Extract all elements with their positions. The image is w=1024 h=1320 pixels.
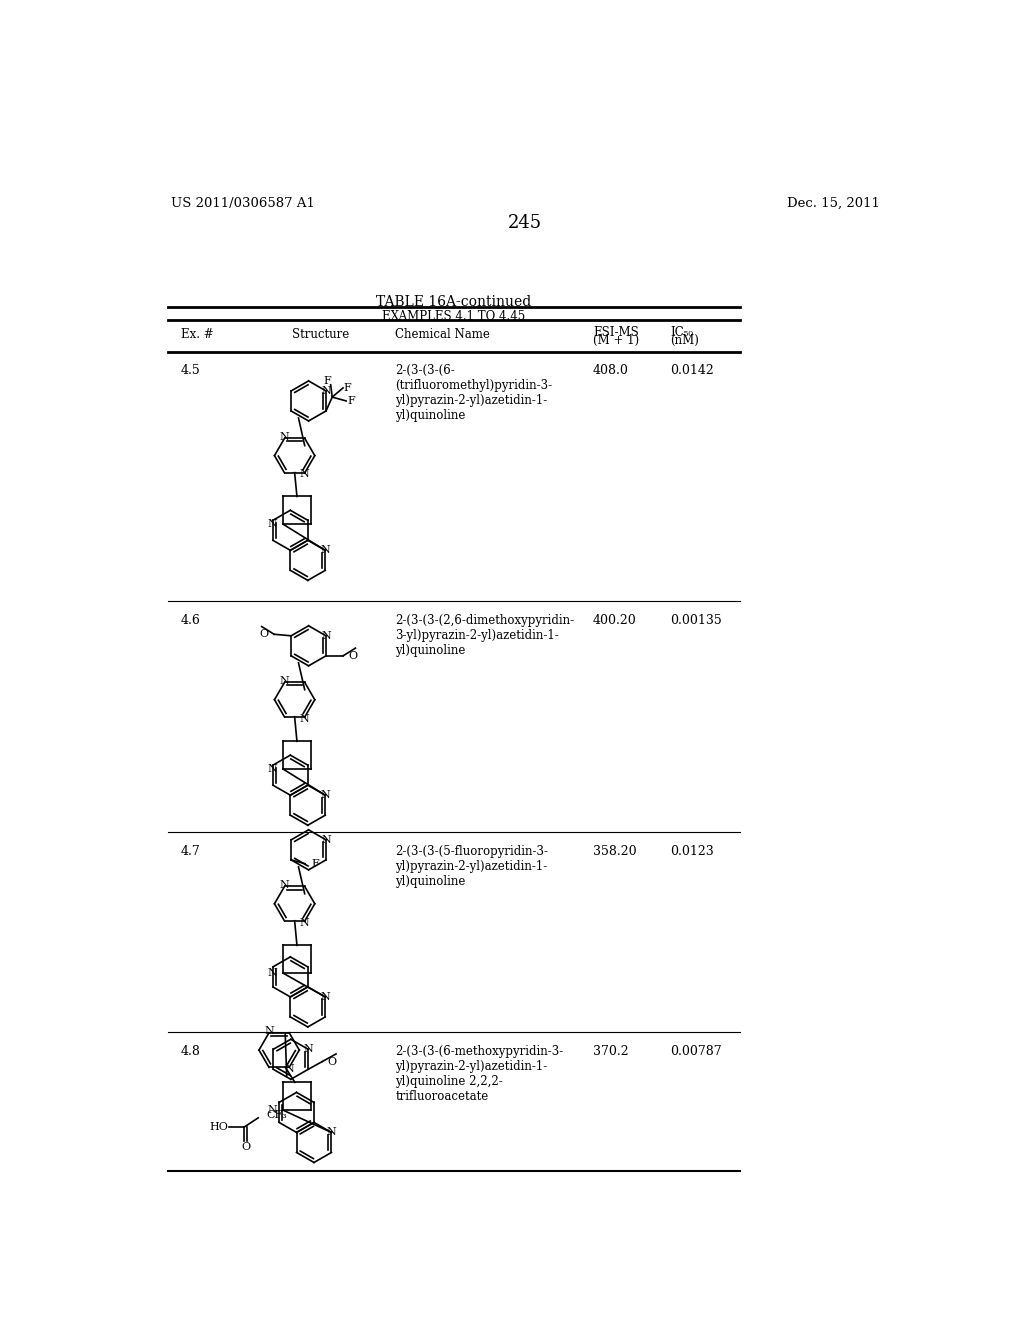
Text: N: N bbox=[267, 968, 276, 978]
Text: N: N bbox=[321, 791, 330, 800]
Text: N: N bbox=[280, 676, 290, 686]
Text: N: N bbox=[300, 470, 309, 479]
Text: N: N bbox=[321, 991, 330, 1002]
Text: 4.7: 4.7 bbox=[180, 845, 201, 858]
Text: N: N bbox=[322, 834, 331, 845]
Text: 400.20: 400.20 bbox=[593, 614, 637, 627]
Text: CF₃: CF₃ bbox=[266, 1110, 287, 1119]
Text: N: N bbox=[321, 545, 330, 556]
Text: (nM): (nM) bbox=[671, 334, 699, 347]
Text: 370.2: 370.2 bbox=[593, 1045, 629, 1059]
Text: N: N bbox=[285, 1064, 294, 1074]
Text: N: N bbox=[267, 764, 276, 774]
Text: 408.0: 408.0 bbox=[593, 364, 629, 378]
Text: 0.00787: 0.00787 bbox=[671, 1045, 722, 1059]
Text: 2-(3-(3-(6-
(trifluoromethyl)pyridin-3-
yl)pyrazin-2-yl)azetidin-1-
yl)quinoline: 2-(3-(3-(6- (trifluoromethyl)pyridin-3- … bbox=[395, 364, 553, 422]
Text: N: N bbox=[300, 714, 309, 723]
Text: 4.5: 4.5 bbox=[180, 364, 201, 378]
Text: N: N bbox=[303, 1044, 313, 1055]
Text: F: F bbox=[324, 376, 332, 385]
Text: O: O bbox=[328, 1056, 337, 1067]
Text: O: O bbox=[259, 630, 268, 639]
Text: (M + 1): (M + 1) bbox=[593, 334, 639, 347]
Text: 358.20: 358.20 bbox=[593, 845, 637, 858]
Text: N: N bbox=[280, 880, 290, 890]
Text: N: N bbox=[322, 385, 331, 396]
Text: O: O bbox=[242, 1142, 250, 1152]
Text: HO: HO bbox=[210, 1122, 228, 1133]
Text: N: N bbox=[267, 1105, 276, 1115]
Text: ESI-MS: ESI-MS bbox=[593, 326, 639, 339]
Text: 0.0123: 0.0123 bbox=[671, 845, 715, 858]
Text: N: N bbox=[322, 631, 331, 640]
Text: F: F bbox=[347, 396, 354, 407]
Text: N: N bbox=[264, 1026, 274, 1036]
Text: Chemical Name: Chemical Name bbox=[395, 327, 490, 341]
Text: US 2011/0306587 A1: US 2011/0306587 A1 bbox=[171, 197, 314, 210]
Text: 2-(3-(3-(2,6-dimethoxypyridin-
3-yl)pyrazin-2-yl)azetidin-1-
yl)quinoline: 2-(3-(3-(2,6-dimethoxypyridin- 3-yl)pyra… bbox=[395, 614, 574, 657]
Text: 2-(3-(3-(5-fluoropyridin-3-
yl)pyrazin-2-yl)azetidin-1-
yl)quinoline: 2-(3-(3-(5-fluoropyridin-3- yl)pyrazin-2… bbox=[395, 845, 549, 888]
Text: TABLE 16A-continued: TABLE 16A-continued bbox=[376, 296, 531, 309]
Text: N: N bbox=[300, 917, 309, 928]
Text: N: N bbox=[267, 519, 276, 529]
Text: 4.8: 4.8 bbox=[180, 1045, 201, 1059]
Text: EXAMPLES 4.1 TO 4.45: EXAMPLES 4.1 TO 4.45 bbox=[382, 310, 525, 323]
Text: 2-(3-(3-(6-methoxypyridin-3-
yl)pyrazin-2-yl)azetidin-1-
yl)quinoline 2,2,2-
tri: 2-(3-(3-(6-methoxypyridin-3- yl)pyrazin-… bbox=[395, 1045, 563, 1104]
Text: Structure: Structure bbox=[292, 327, 349, 341]
Text: F: F bbox=[311, 859, 319, 869]
Text: F: F bbox=[344, 383, 351, 393]
Text: 0.0142: 0.0142 bbox=[671, 364, 715, 378]
Text: Dec. 15, 2011: Dec. 15, 2011 bbox=[786, 197, 880, 210]
Text: 245: 245 bbox=[508, 214, 542, 232]
Text: Ex. #: Ex. # bbox=[180, 327, 213, 341]
Text: 0.00135: 0.00135 bbox=[671, 614, 722, 627]
Text: IC₅₀: IC₅₀ bbox=[671, 326, 693, 339]
Text: N: N bbox=[280, 432, 290, 442]
Text: N: N bbox=[327, 1127, 336, 1138]
Text: O: O bbox=[348, 651, 357, 661]
Text: 4.6: 4.6 bbox=[180, 614, 201, 627]
